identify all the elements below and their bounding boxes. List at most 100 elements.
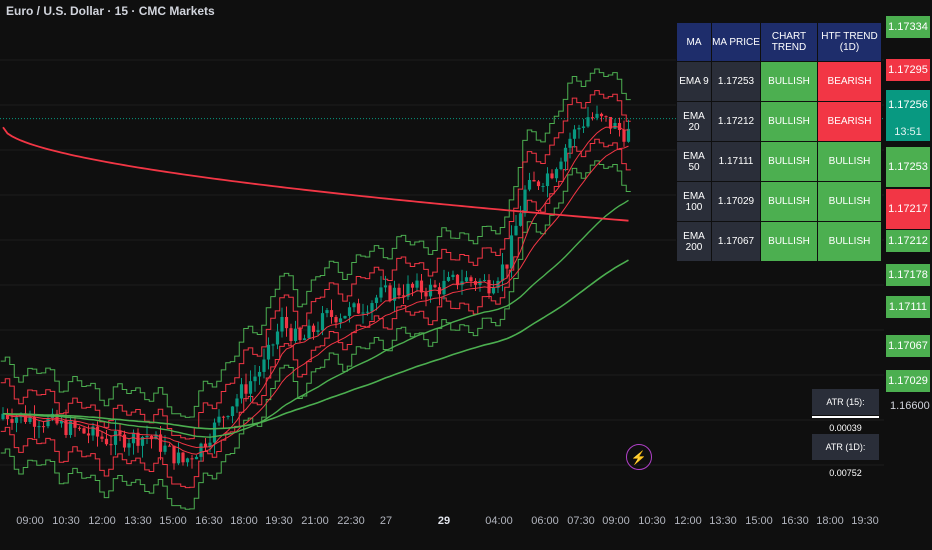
ma-name: EMA 20	[676, 101, 712, 142]
candle	[5, 408, 10, 426]
ma-row-ema50: EMA 50 1.17111 BULLISH BULLISH	[676, 141, 882, 182]
candle	[622, 120, 626, 147]
x-tick-label: 07:30	[567, 515, 595, 527]
candle-body	[536, 181, 541, 187]
candle	[352, 302, 356, 313]
candle-body	[365, 311, 370, 313]
candle	[320, 305, 325, 336]
candle-body	[253, 376, 257, 382]
candle-body	[482, 279, 487, 281]
candle	[383, 275, 388, 293]
x-tick-label: 09:00	[602, 515, 630, 527]
ma-price-header: MA PRICE	[711, 22, 761, 62]
candle-body	[127, 443, 131, 448]
candle-body	[257, 371, 262, 377]
ma-header: MA	[676, 22, 712, 62]
ma-name: EMA 50	[676, 141, 712, 182]
candle	[59, 416, 64, 428]
candle	[41, 421, 46, 433]
x-tick-label: 27	[379, 515, 393, 527]
candle-body	[568, 138, 572, 148]
candle-body	[595, 113, 599, 118]
candle	[293, 320, 298, 343]
candle	[118, 423, 122, 442]
candle	[446, 271, 451, 282]
candle-body	[451, 274, 455, 278]
candle	[244, 373, 248, 402]
candle-body	[347, 307, 352, 316]
chart-trend: BULLISH	[760, 141, 818, 182]
x-tick-label: 22:30	[337, 515, 365, 527]
candle-body	[86, 433, 91, 436]
candle	[289, 323, 293, 347]
candle-body	[626, 128, 631, 142]
candle-body	[185, 458, 190, 463]
candle-body	[239, 384, 244, 399]
candle-body	[158, 434, 163, 452]
candle-body	[455, 274, 460, 286]
candle-body	[541, 186, 545, 188]
candle-body	[311, 325, 316, 332]
candle-body	[550, 173, 554, 179]
candle-body	[217, 416, 221, 423]
x-tick-label: 16:30	[195, 515, 223, 527]
candle	[266, 337, 271, 370]
candle-body	[221, 416, 226, 418]
candle-body	[379, 287, 383, 298]
candle-body	[109, 444, 113, 446]
x-tick-label: 16:30	[781, 515, 809, 527]
lightning-icon[interactable]: ⚡	[626, 444, 652, 470]
candle	[613, 119, 617, 129]
candle	[221, 415, 226, 428]
ema-20-line	[2, 145, 629, 449]
candle	[586, 106, 590, 128]
candle	[325, 307, 329, 318]
candle	[415, 273, 419, 292]
chart-title: Euro / U.S. Dollar · 15 · CMC Markets	[6, 4, 215, 18]
candle	[397, 283, 401, 300]
candle-body	[199, 443, 203, 457]
ema-200-line	[2, 126, 629, 222]
candle	[32, 405, 37, 439]
candle-body	[410, 283, 415, 288]
candle	[275, 323, 280, 350]
ma-price: 1.17253	[711, 61, 761, 102]
candle-body	[59, 420, 64, 424]
candle	[230, 406, 235, 424]
candle-body	[73, 421, 77, 428]
candle-body	[613, 122, 617, 129]
candle-body	[266, 344, 271, 360]
candle-body	[352, 303, 356, 308]
candle-body	[325, 310, 329, 314]
candle	[239, 377, 244, 404]
candle-body	[104, 438, 109, 445]
candle-body	[235, 398, 239, 407]
candle	[388, 282, 392, 303]
candle-body	[149, 435, 154, 440]
candle-body	[343, 315, 347, 319]
candle	[563, 144, 568, 172]
candle	[419, 273, 424, 300]
candle-body	[572, 129, 577, 139]
ma-row-ema9: EMA 9 1.17253 BULLISH BEARISH	[676, 61, 882, 102]
ma-trend-table: MA MA PRICE CHART TREND HTF TREND (1D) E…	[676, 22, 882, 262]
candle	[595, 105, 599, 121]
current-price-tag: 1.17256	[886, 90, 930, 123]
candle	[113, 420, 118, 456]
candle	[262, 348, 266, 379]
candle-body	[244, 384, 248, 394]
candle	[545, 167, 550, 198]
candle-body	[491, 287, 496, 294]
candle-body	[514, 225, 518, 236]
candle-body	[316, 330, 320, 332]
candle-body	[320, 313, 325, 331]
candle	[577, 124, 581, 139]
candle-body	[275, 331, 280, 345]
candle	[401, 284, 406, 305]
x-tick-label: 10:30	[52, 515, 80, 527]
candle-body	[293, 328, 298, 342]
ma-table-header-row: MA MA PRICE CHART TREND HTF TREND (1D)	[676, 22, 882, 62]
price-tag: 1.17253	[886, 147, 930, 187]
candle	[599, 112, 604, 122]
candle	[271, 343, 275, 357]
